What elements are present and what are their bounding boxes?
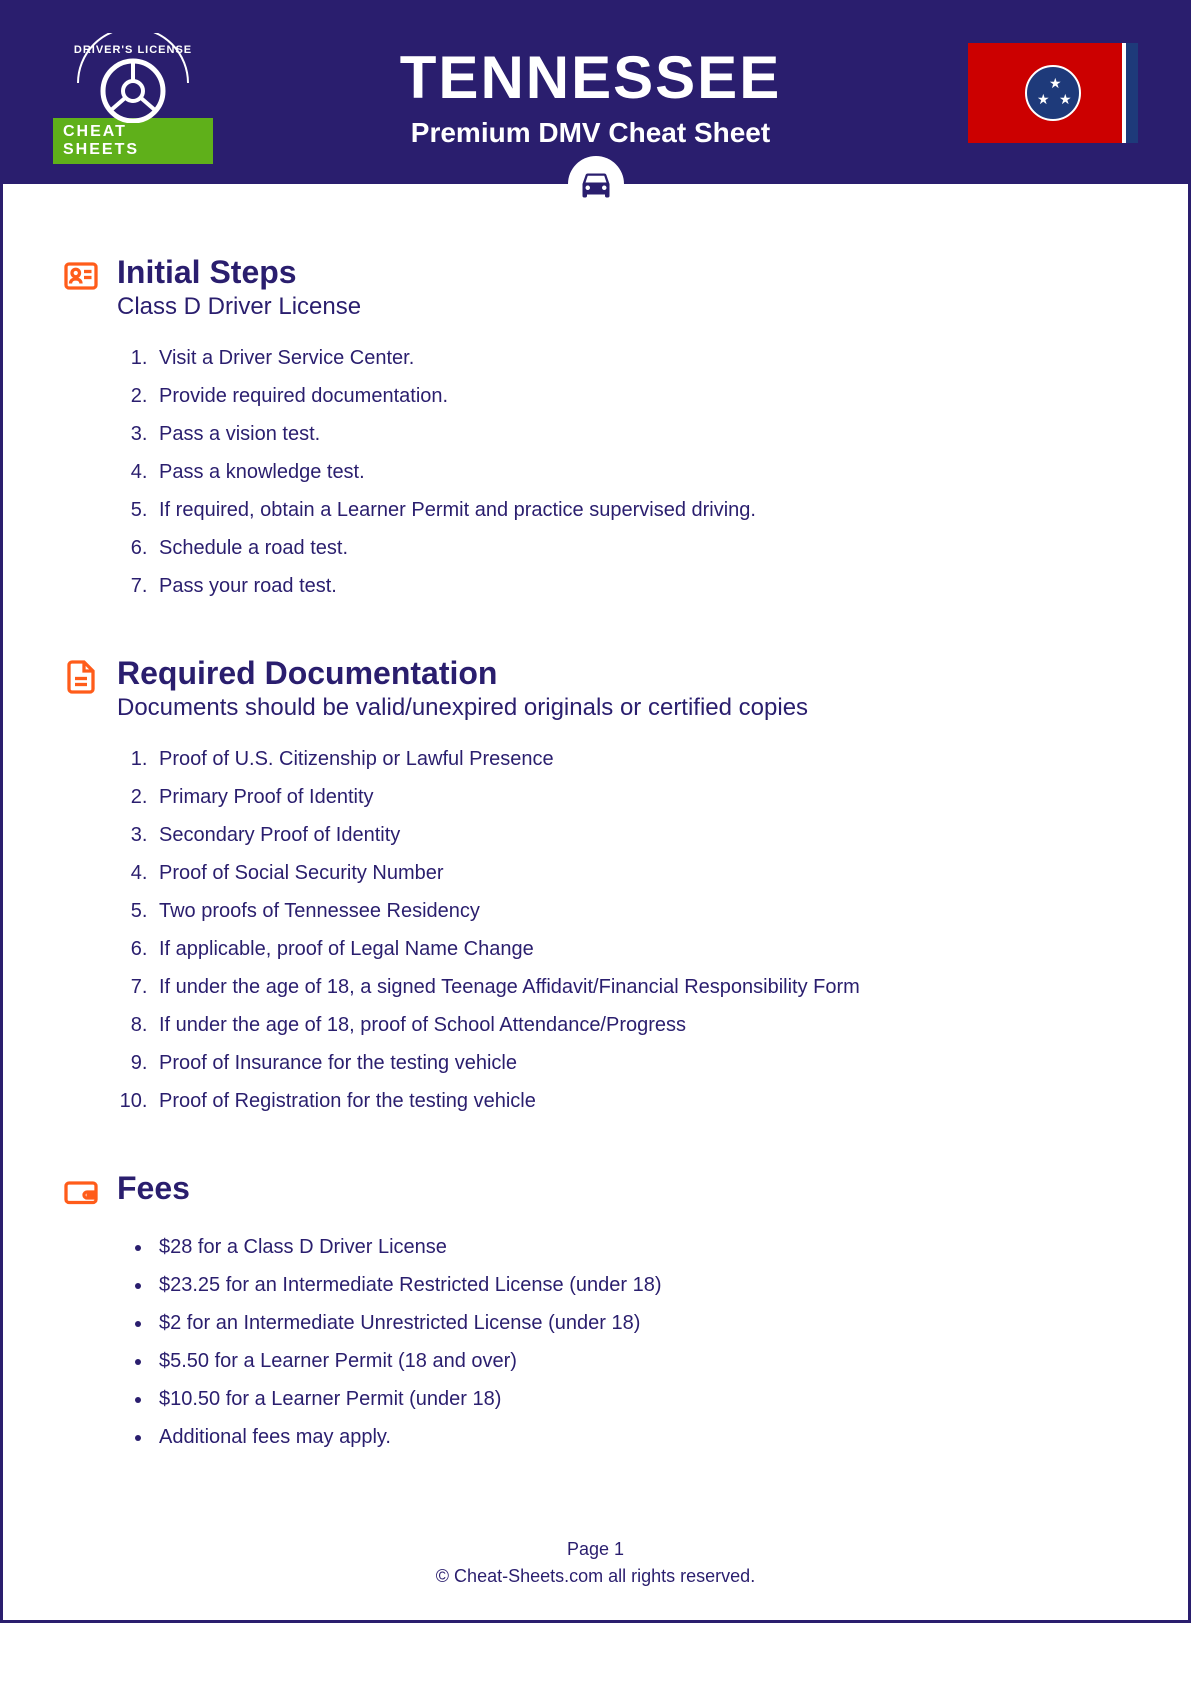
section-list: Visit a Driver Service Center.Provide re… [63,339,1128,605]
list-item: If under the age of 18, proof of School … [153,1006,1128,1044]
list-item: Schedule a road test. [153,529,1128,567]
list-item: $23.25 for an Intermediate Restricted Li… [153,1266,1128,1304]
list-item: Visit a Driver Service Center. [153,339,1128,377]
state-title: TENNESSEE [213,43,968,112]
list-item: If applicable, proof of Legal Name Chang… [153,930,1128,968]
section-header: Initial StepsClass D Driver License [63,254,1128,321]
list-item: If under the age of 18, a signed Teenage… [153,968,1128,1006]
section: Required DocumentationDocuments should b… [63,655,1128,1120]
list-item: Provide required documentation. [153,377,1128,415]
page-subtitle: Premium DMV Cheat Sheet [213,117,968,149]
section: Fees $28 for a Class D Driver License$23.… [63,1170,1128,1456]
section-list: Proof of U.S. Citizenship or Lawful Pres… [63,740,1128,1120]
title-area: TENNESSEE Premium DMV Cheat Sheet [213,33,968,149]
document-icon [63,659,99,695]
footer-copyright: © Cheat-Sheets.com all rights reserved. [3,1563,1188,1590]
list-item: Proof of Social Security Number [153,854,1128,892]
list-item: Primary Proof of Identity [153,778,1128,816]
wallet-icon [63,1174,99,1210]
section-subtitle: Documents should be valid/unexpired orig… [117,694,1128,722]
wheel-logo-icon: DRIVER'S LICENSE [68,33,198,123]
section-title: Required Documentation [117,655,1128,692]
id-card-icon [63,258,99,294]
section: Initial StepsClass D Driver License Visit… [63,254,1128,605]
list-item: Pass a vision test. [153,415,1128,453]
logo-banner-text: CHEAT SHEETS [53,118,213,164]
section-header: Fees [63,1170,1128,1210]
list-item: $2 for an Intermediate Unrestricted Lice… [153,1304,1128,1342]
list-item: $28 for a Class D Driver License [153,1228,1128,1266]
car-badge-icon [568,156,624,212]
list-item: Two proofs of Tennessee Residency [153,892,1128,930]
footer: Page 1 © Cheat-Sheets.com all rights res… [3,1526,1188,1620]
list-item: $10.50 for a Learner Permit (under 18) [153,1380,1128,1418]
section-titles: Initial StepsClass D Driver License [117,254,1128,321]
section-titles: Fees [117,1170,1128,1207]
header: DRIVER'S LICENSE CHEAT SHEETS TENNESSEE … [3,3,1188,184]
section-list: $28 for a Class D Driver License$23.25 f… [63,1228,1128,1456]
list-item: Secondary Proof of Identity [153,816,1128,854]
list-item: $5.50 for a Learner Permit (18 and over) [153,1342,1128,1380]
section-subtitle: Class D Driver License [117,293,1128,321]
list-item: Pass a knowledge test. [153,453,1128,491]
section-title: Initial Steps [117,254,1128,291]
section-titles: Required DocumentationDocuments should b… [117,655,1128,722]
svg-text:DRIVER'S LICENSE: DRIVER'S LICENSE [74,44,192,56]
logo: DRIVER'S LICENSE CHEAT SHEETS [53,33,213,164]
list-item: Additional fees may apply. [153,1418,1128,1456]
list-item: Proof of Insurance for the testing vehic… [153,1044,1128,1082]
list-item: If required, obtain a Learner Permit and… [153,491,1128,529]
list-item: Proof of Registration for the testing ve… [153,1082,1128,1120]
footer-page: Page 1 [3,1536,1188,1563]
state-flag: ★ ★ ★ [968,33,1138,143]
section-header: Required DocumentationDocuments should b… [63,655,1128,722]
content: Initial StepsClass D Driver License Visit… [3,184,1188,1526]
page-container: DRIVER'S LICENSE CHEAT SHEETS TENNESSEE … [0,0,1191,1623]
list-item: Pass your road test. [153,567,1128,605]
section-title: Fees [117,1170,1128,1207]
list-item: Proof of U.S. Citizenship or Lawful Pres… [153,740,1128,778]
